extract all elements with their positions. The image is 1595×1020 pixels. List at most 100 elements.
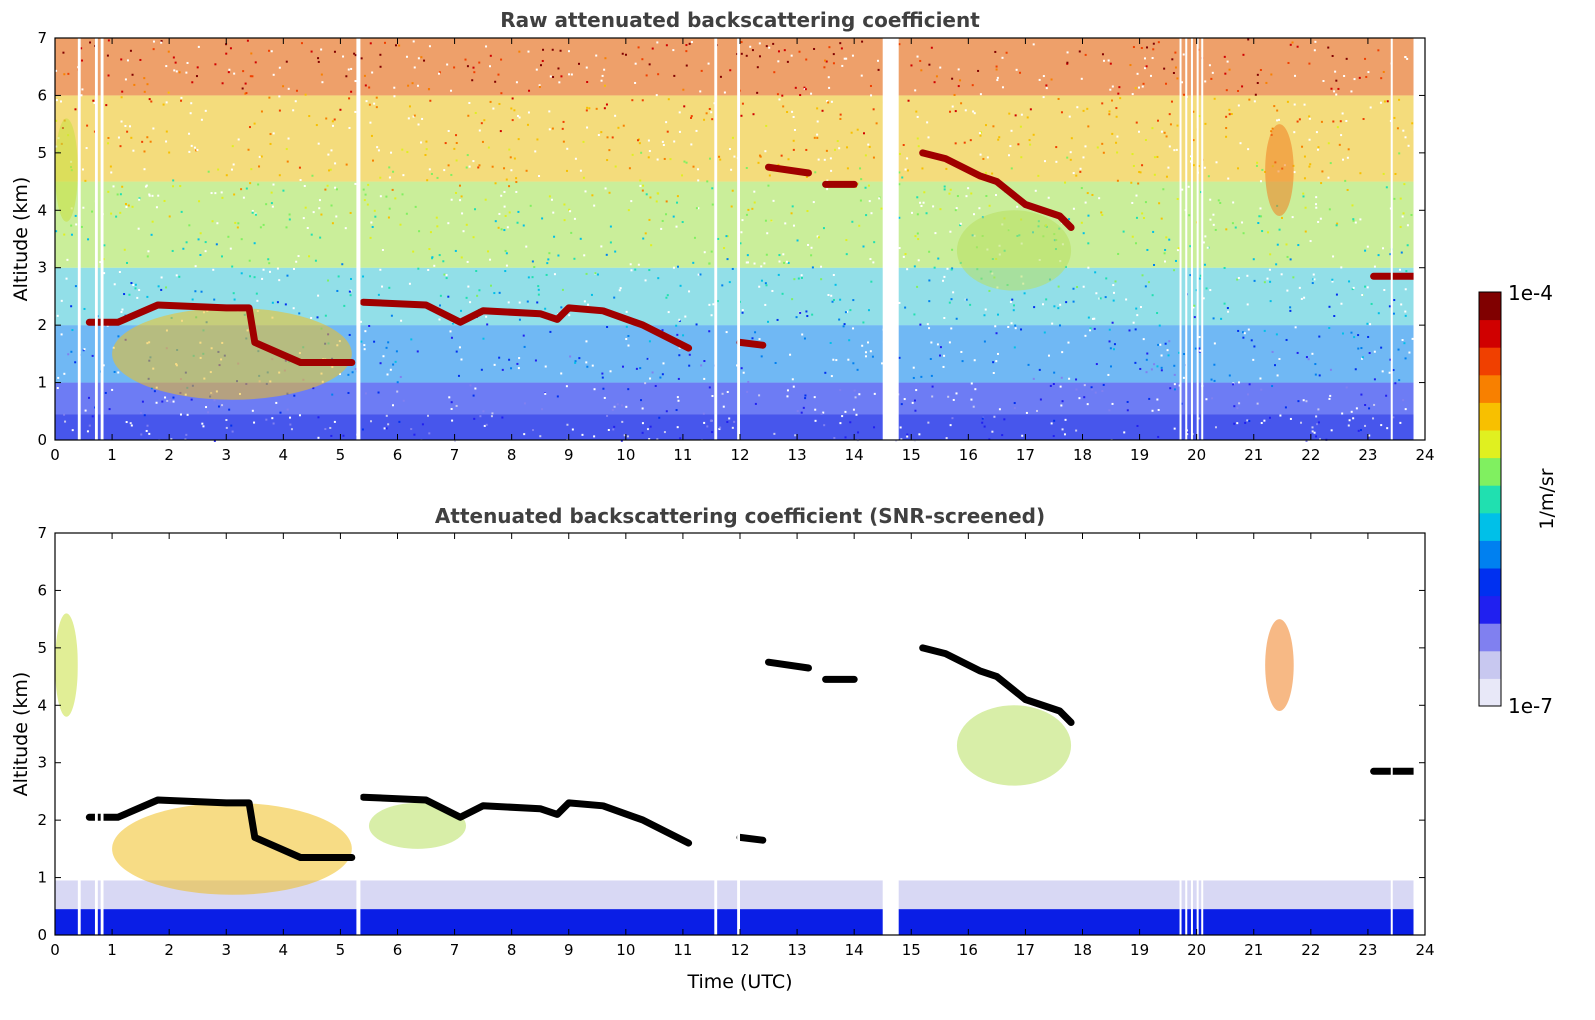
noise-speck (606, 325, 609, 328)
noise-speck (699, 273, 702, 276)
x-tick-label: 8 (507, 941, 517, 959)
noise-speck (242, 196, 245, 199)
noise-speck (416, 350, 419, 353)
noise-speck (649, 377, 652, 380)
noise-speck (1021, 434, 1024, 437)
noise-speck (1327, 142, 1330, 145)
noise-speck (611, 136, 614, 139)
noise-speck (1181, 81, 1184, 84)
noise-speck (608, 149, 611, 152)
noise-speck (505, 252, 508, 255)
noise-speck (388, 286, 391, 289)
noise-speck (416, 84, 419, 87)
noise-speck (364, 330, 367, 333)
noise-speck (833, 436, 836, 439)
colorbar-step (1479, 430, 1501, 438)
noise-speck (877, 68, 880, 71)
noise-speck (786, 60, 789, 63)
noise-speck (331, 393, 334, 396)
noise-speck (1400, 303, 1403, 306)
noise-speck (1153, 173, 1156, 176)
noise-speck (760, 265, 763, 268)
noise-speck (1173, 269, 1176, 272)
noise-speck (865, 214, 868, 217)
data-gap (737, 38, 740, 440)
noise-speck (1111, 321, 1114, 324)
noise-speck (369, 42, 372, 45)
noise-speck (1246, 274, 1249, 277)
noise-speck (1072, 300, 1075, 303)
noise-speck (1276, 109, 1279, 112)
noise-speck (240, 272, 243, 275)
noise-speck (388, 207, 391, 210)
noise-speck (745, 54, 748, 57)
noise-speck (1320, 182, 1323, 185)
noise-speck (603, 396, 606, 399)
noise-speck (552, 211, 555, 214)
noise-speck (860, 74, 863, 77)
noise-speck (805, 175, 808, 178)
noise-speck (644, 279, 647, 282)
noise-speck (1162, 188, 1165, 191)
noise-speck (1065, 301, 1068, 304)
noise-speck (1276, 374, 1279, 377)
noise-speck (1111, 85, 1114, 88)
noise-speck (826, 188, 829, 191)
noise-speck (1247, 328, 1250, 331)
noise-speck (854, 396, 857, 399)
noise-speck (943, 317, 946, 320)
noise-speck (767, 184, 770, 187)
noise-speck (172, 396, 175, 399)
noise-speck (427, 414, 430, 417)
colorbar-step (1479, 492, 1501, 500)
noise-speck (80, 225, 83, 228)
noise-speck (655, 200, 658, 203)
noise-speck (1112, 291, 1115, 294)
noise-speck (1070, 137, 1073, 140)
noise-speck (472, 160, 475, 163)
noise-speck (984, 171, 987, 174)
noise-speck (1225, 228, 1228, 231)
noise-speck (570, 231, 573, 234)
noise-speck (232, 163, 235, 166)
aerosol_layer (359, 298, 693, 352)
noise-speck (334, 162, 337, 165)
noise-speck (1183, 353, 1186, 356)
noise-speck (1259, 180, 1262, 183)
noise-speck (447, 129, 450, 132)
noise-speck (557, 254, 560, 257)
noise-speck (129, 49, 132, 52)
noise-speck (706, 180, 709, 183)
noise-speck (951, 417, 954, 420)
noise-speck (123, 248, 126, 251)
noise-speck (862, 245, 865, 248)
noise-speck (1131, 201, 1134, 204)
noise-speck (805, 310, 808, 313)
noise-speck (267, 258, 270, 261)
noise-speck (1253, 345, 1256, 348)
noise-speck (1101, 53, 1104, 56)
noise-speck (1178, 351, 1181, 354)
noise-speck (693, 236, 696, 239)
noise-speck (121, 90, 124, 93)
noise-speck (304, 93, 307, 96)
noise-speck (527, 50, 530, 53)
noise-speck (746, 254, 749, 257)
noise-speck (1166, 349, 1169, 352)
noise-speck (602, 387, 605, 390)
noise-speck (846, 310, 849, 313)
noise-speck (1373, 378, 1376, 381)
x-tick-label: 3 (221, 941, 231, 959)
noise-speck (292, 307, 295, 310)
noise-speck (1335, 93, 1338, 96)
noise-speck (829, 341, 832, 344)
noise-speck (407, 117, 410, 120)
noise-speck (951, 267, 954, 270)
noise-speck (723, 91, 726, 94)
noise-speck (1367, 71, 1370, 74)
colorbar-step (1479, 671, 1501, 679)
noise-speck (308, 115, 311, 118)
noise-speck (841, 64, 844, 67)
noise-speck (255, 292, 258, 295)
